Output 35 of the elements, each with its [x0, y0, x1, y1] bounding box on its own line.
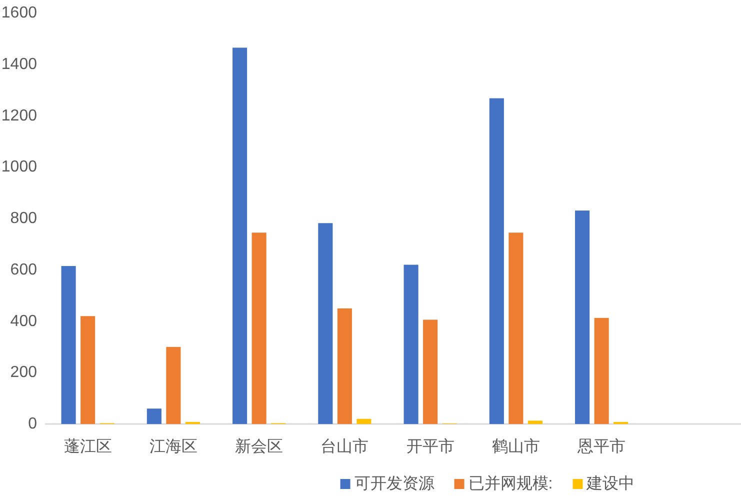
y-tick-label: 1600: [1, 4, 38, 22]
legend-label: 建设中: [586, 474, 635, 492]
bar: [166, 346, 181, 424]
bar: [356, 418, 372, 424]
legend-label: 可开发资源: [354, 474, 434, 492]
bar: [146, 408, 162, 424]
x-tick-label: 江海区: [149, 438, 198, 456]
y-tick-label: 600: [10, 261, 38, 278]
bar: [337, 308, 352, 424]
bar: [423, 320, 438, 424]
y-tick-label: 1400: [1, 56, 38, 73]
x-tick-label: 开平市: [406, 438, 454, 456]
bar: [404, 264, 418, 424]
bar: [594, 318, 609, 424]
bar: [489, 98, 504, 424]
x-tick-label: 新会区: [235, 438, 284, 456]
y-tick-label: 1000: [1, 158, 38, 176]
x-tick-label: 鹤山市: [492, 438, 540, 456]
bar: [80, 316, 96, 424]
y-tick-label: 1200: [1, 107, 38, 124]
legend-label: 已并网规模:: [468, 474, 553, 492]
bar: [508, 232, 524, 424]
x-tick-label: 台山市: [320, 438, 369, 456]
y-tick-label: 400: [10, 312, 38, 330]
bar: [232, 48, 248, 424]
bar: [252, 232, 266, 424]
bar: [575, 210, 590, 424]
bar: [528, 420, 542, 424]
y-tick-label: 0: [28, 416, 38, 432]
bar: [318, 223, 333, 424]
x-tick-label: 蓬江区: [64, 438, 112, 456]
bar: [61, 266, 76, 424]
x-tick-label: 恩平市: [576, 438, 626, 456]
y-tick-label: 800: [10, 210, 38, 227]
y-tick-label: 200: [10, 364, 38, 382]
